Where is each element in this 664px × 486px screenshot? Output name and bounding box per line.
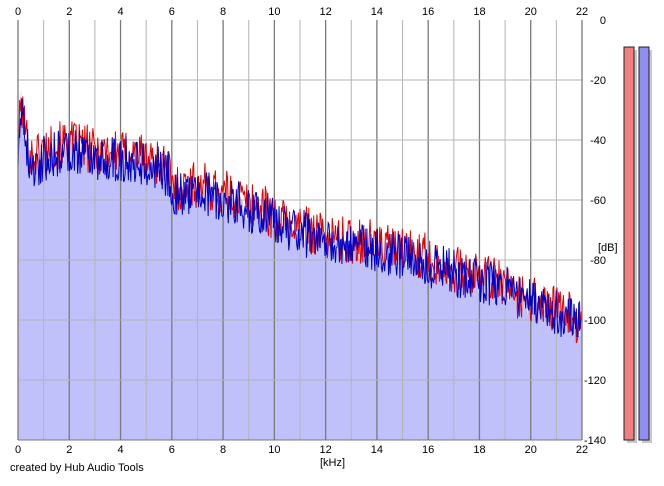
x-tick-bottom-6: 6 — [169, 444, 175, 456]
x-tick-bottom-20: 20 — [525, 444, 537, 456]
x-tick-top-6: 6 — [169, 6, 175, 18]
y-tick-neg40: -40 — [590, 135, 606, 147]
series-line-right-channel — [17, 98, 583, 338]
x-tick-bottom-22: 22 — [576, 444, 588, 456]
y-axis-label: [dB] — [598, 242, 618, 254]
series-line-left-channel — [17, 96, 583, 344]
y-tick-neg100: -100 — [584, 315, 606, 327]
x-tick-top-10: 10 — [268, 6, 280, 18]
y-tick-0: 0 — [600, 15, 606, 27]
y-tick-neg20: -20 — [590, 75, 606, 87]
x-tick-top-8: 8 — [220, 6, 226, 18]
x-tick-bottom-16: 16 — [422, 444, 434, 456]
x-tick-top-12: 12 — [320, 6, 332, 18]
x-tick-top-18: 18 — [473, 6, 485, 18]
x-tick-top-14: 14 — [371, 6, 383, 18]
level-meter-left — [623, 46, 635, 441]
x-tick-top-20: 20 — [525, 6, 537, 18]
x-tick-top-0: 0 — [15, 6, 21, 18]
y-tick-neg140: -140 — [584, 435, 606, 447]
y-tick-neg60: -60 — [590, 195, 606, 207]
x-axis-label: [kHz] — [320, 457, 346, 469]
x-tick-top-22: 22 — [576, 6, 588, 18]
x-tick-bottom-2: 2 — [66, 444, 72, 456]
x-tick-bottom-4: 4 — [117, 444, 123, 456]
credit-text: created by Hub Audio Tools — [10, 462, 144, 474]
x-tick-bottom-10: 10 — [268, 444, 280, 456]
x-tick-bottom-18: 18 — [473, 444, 485, 456]
x-tick-bottom-12: 12 — [320, 444, 332, 456]
x-tick-bottom-0: 0 — [15, 444, 21, 456]
x-tick-top-16: 16 — [422, 6, 434, 18]
level-meter-right — [638, 46, 650, 441]
x-tick-bottom-8: 8 — [220, 444, 226, 456]
y-tick-neg120: -120 — [584, 375, 606, 387]
y-tick-neg80: -80 — [590, 255, 606, 267]
x-tick-bottom-14: 14 — [371, 444, 383, 456]
x-tick-top-4: 4 — [117, 6, 123, 18]
x-tick-top-2: 2 — [66, 6, 72, 18]
